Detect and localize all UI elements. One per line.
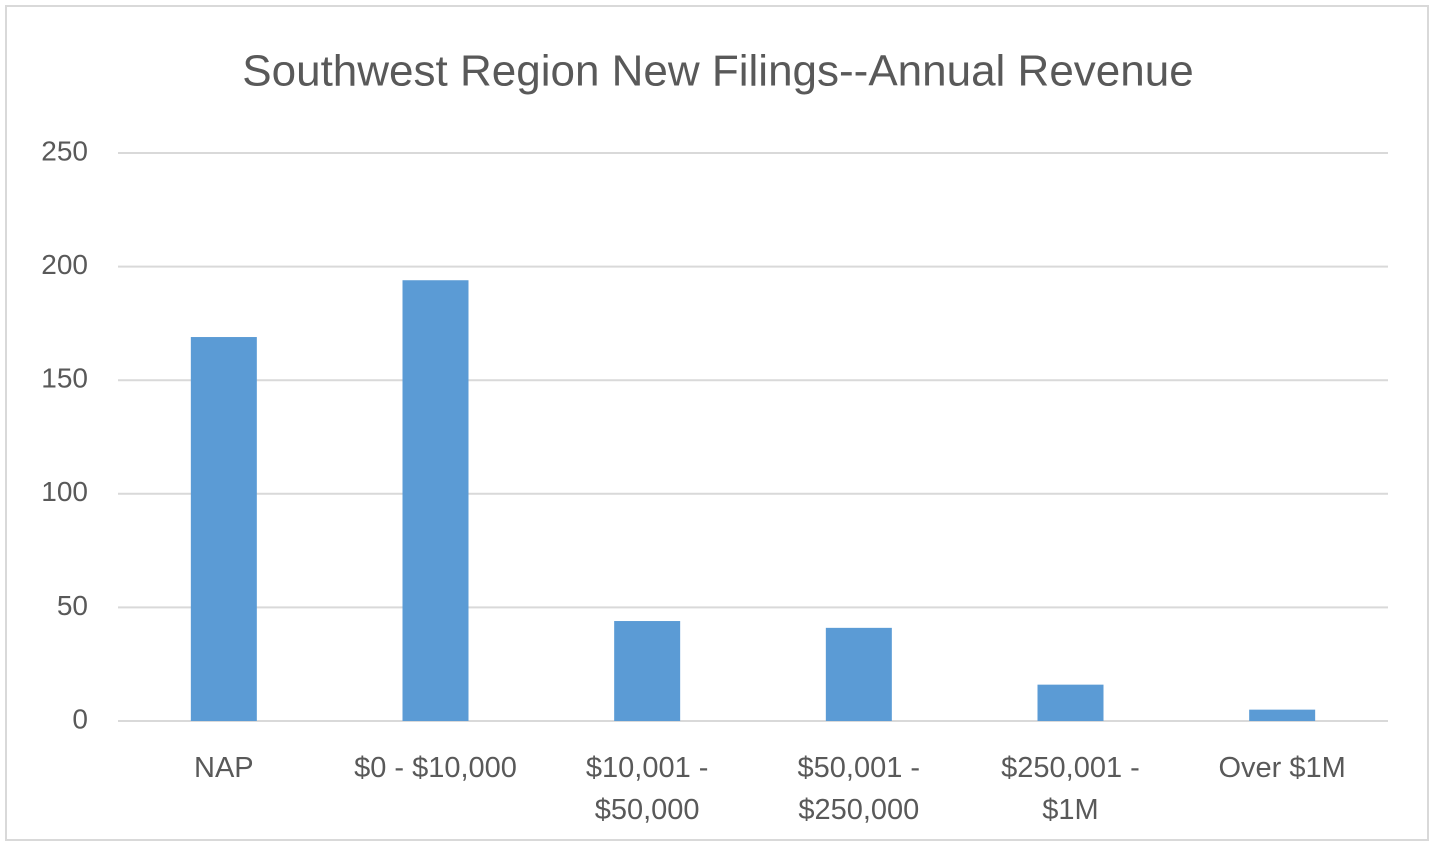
y-tick-label: 100 — [41, 476, 88, 507]
x-tick-label: NAP — [194, 752, 254, 784]
bar — [614, 621, 681, 721]
y-tick-label: 250 — [41, 135, 88, 166]
y-tick-label: 150 — [41, 363, 88, 394]
chart-title: Southwest Region New Filings--Annual Rev… — [242, 47, 1193, 96]
x-tick-label: Over $1M — [1218, 752, 1346, 784]
bar — [1249, 709, 1316, 721]
y-tick-label: 0 — [72, 703, 88, 734]
x-tick-label: $10,001 - $50,000 — [585, 752, 709, 826]
y-tick-label: 50 — [57, 590, 88, 621]
x-tick-label: $0 - $10,000 — [354, 752, 517, 784]
bar — [1037, 684, 1104, 721]
bar — [190, 337, 257, 721]
x-tick-label: $50,001 - $250,000 — [797, 752, 921, 826]
y-tick-label: 200 — [41, 249, 88, 280]
bar — [825, 627, 892, 721]
bar — [402, 280, 469, 721]
x-tick-label: $250,001 - $1M — [1001, 752, 1140, 826]
